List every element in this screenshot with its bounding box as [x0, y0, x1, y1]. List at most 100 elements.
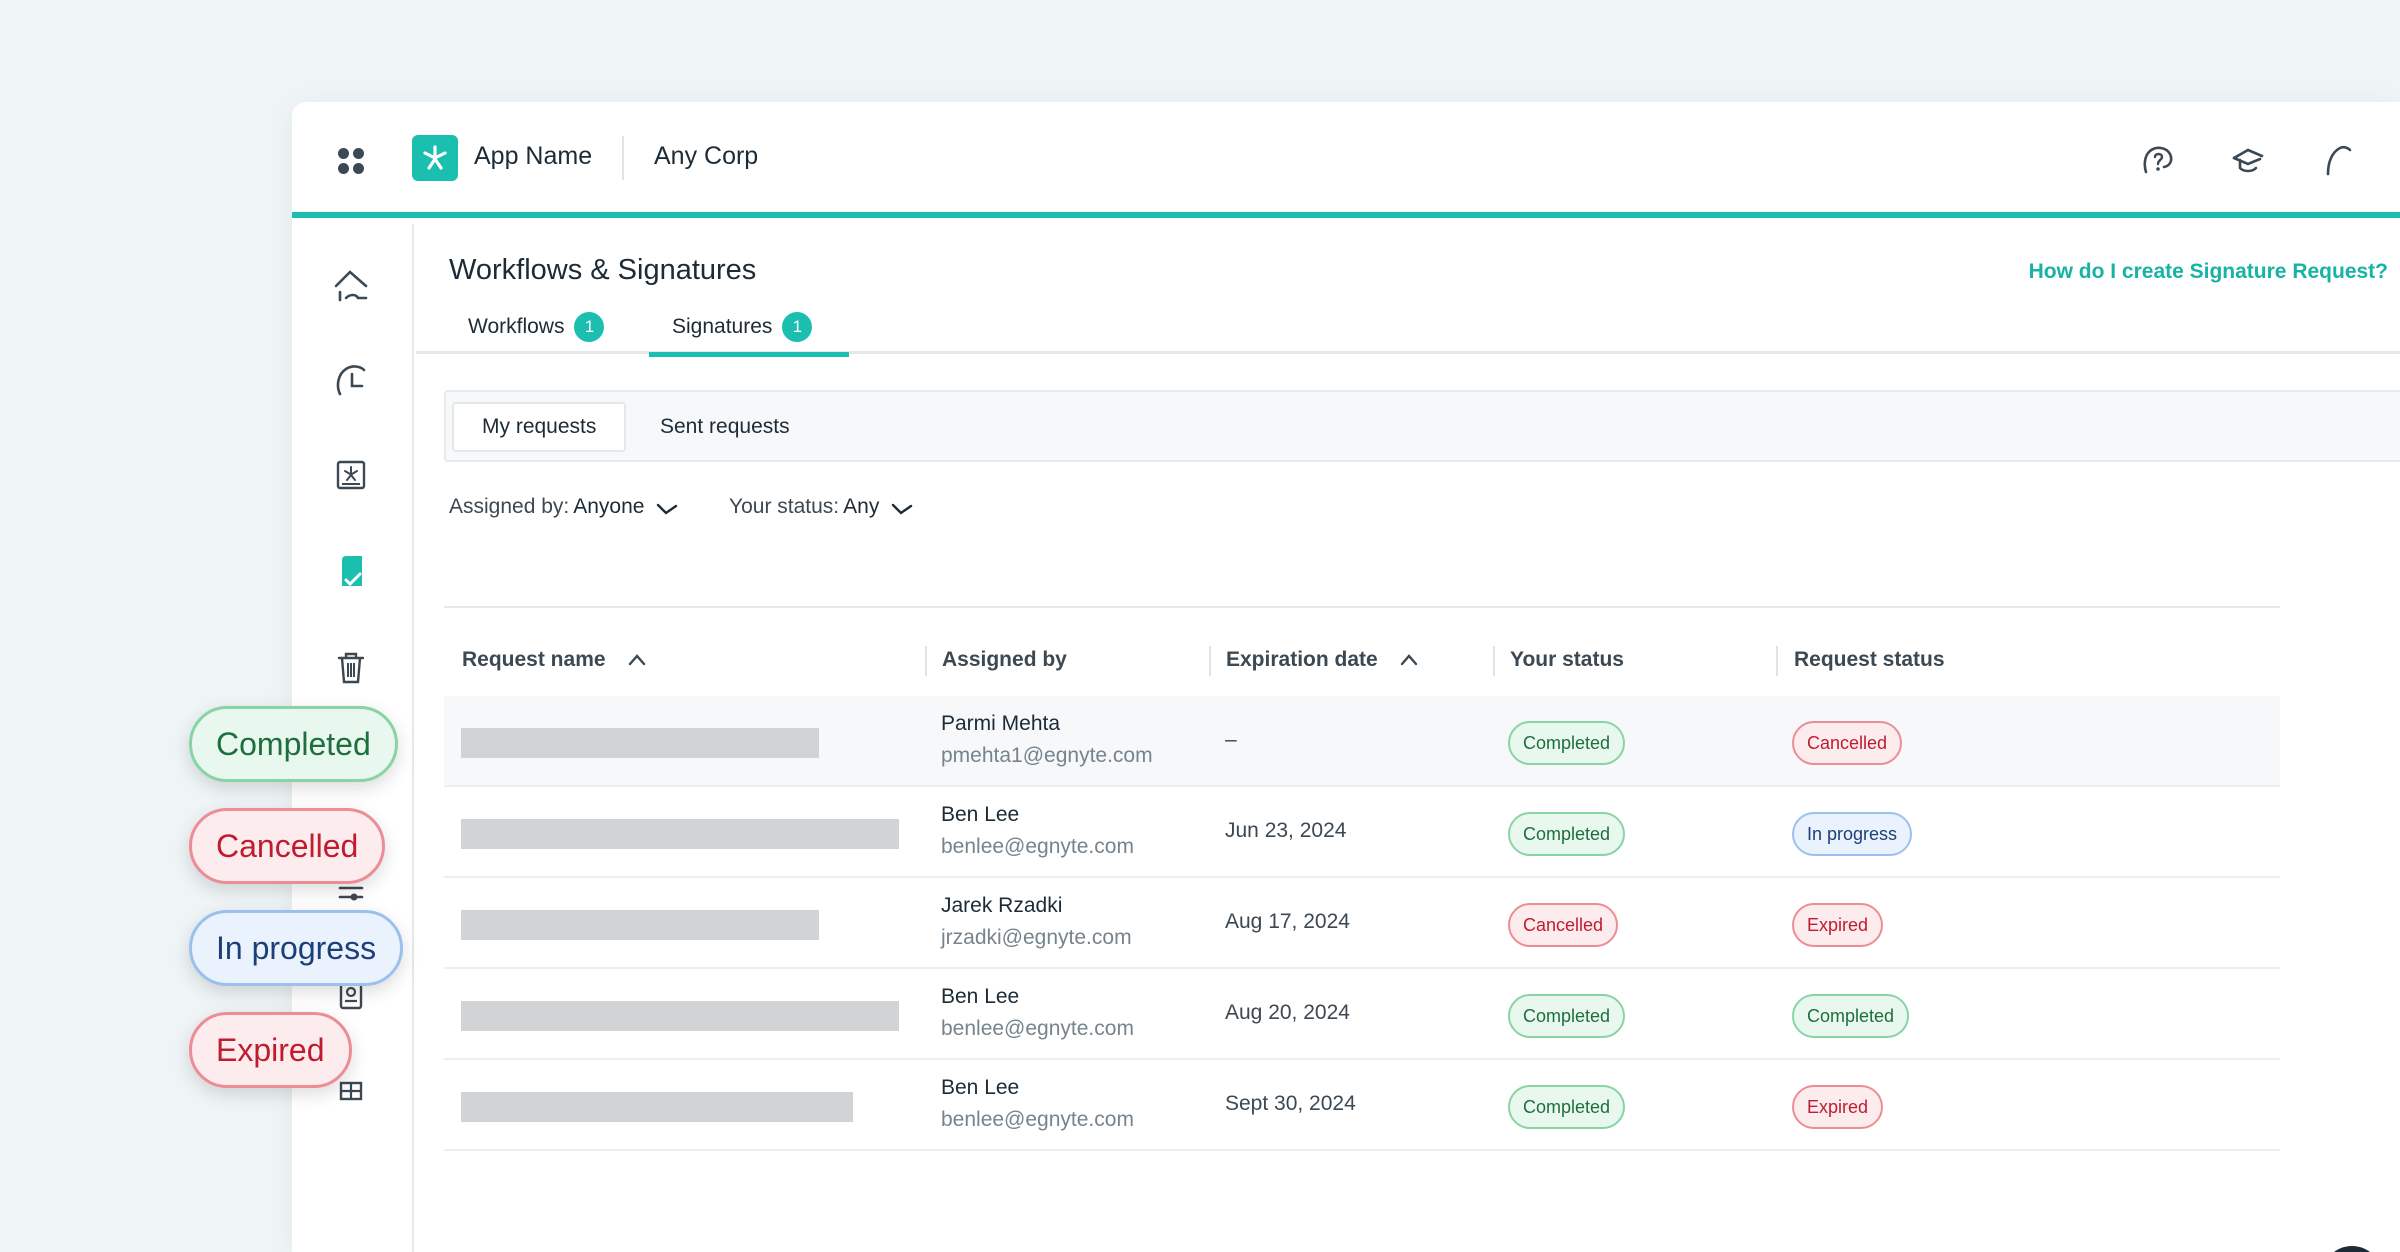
- app-name[interactable]: App Name: [474, 142, 593, 170]
- sort-ascending-icon[interactable]: [1398, 652, 1420, 668]
- tab-label: Workflows: [468, 315, 565, 338]
- corner-decoration: [2322, 1246, 2382, 1252]
- your-status-badge: Cancelled: [1508, 903, 1619, 947]
- help-link[interactable]: How do I create Signature Request?: [2028, 260, 2388, 283]
- legend-badge-in-progress: In progress: [189, 910, 404, 986]
- signatures-icon[interactable]: [332, 552, 370, 590]
- column-label: Your status: [1510, 648, 1624, 671]
- column-divider: [1776, 646, 1778, 676]
- sent-requests-button[interactable]: Sent requests: [660, 415, 790, 438]
- trash-icon[interactable]: [332, 648, 370, 686]
- col-assigned-by[interactable]: Assigned by: [942, 648, 1067, 672]
- home-icon[interactable]: [332, 266, 370, 304]
- legend-badge-completed: Completed: [189, 706, 398, 782]
- profile-icon[interactable]: [2320, 142, 2356, 178]
- col-request-status[interactable]: Request status: [1794, 648, 1945, 672]
- chevron-down-icon: [657, 503, 678, 515]
- your-status-badge: Completed: [1508, 1085, 1626, 1129]
- request-name-placeholder: [461, 728, 819, 758]
- assignee-name: Parmi Mehta: [941, 712, 1061, 735]
- header-divider: [622, 136, 624, 180]
- sort-ascending-icon[interactable]: [626, 652, 648, 668]
- assignee-name: Ben Lee: [941, 1076, 1020, 1099]
- expiration-date: –: [1225, 728, 1237, 751]
- table-row[interactable]: Ben Lee benlee@egnyte.com Sept 30, 2024 …: [444, 1060, 2280, 1151]
- my-requests-button[interactable]: My requests: [452, 402, 627, 452]
- your-status-badge: Completed: [1508, 721, 1626, 765]
- your-status-badge: Completed: [1508, 812, 1626, 856]
- app-logo-icon: [412, 135, 458, 181]
- request-name-placeholder: [461, 819, 899, 849]
- your-status-badge: Completed: [1508, 994, 1626, 1038]
- filter-value: Anyone: [573, 495, 645, 518]
- learn-icon[interactable]: [2230, 142, 2266, 178]
- app-window: App Name Any Corp: [292, 102, 2400, 1252]
- assigned-by-cell: Ben Lee benlee@egnyte.com: [941, 985, 1134, 1041]
- column-divider: [1209, 646, 1211, 676]
- table-row[interactable]: Parmi Mehta pmehta1@egnyte.com – Complet…: [444, 696, 2280, 787]
- legend-badge-cancelled: Cancelled: [189, 808, 386, 884]
- col-your-status[interactable]: Your status: [1510, 648, 1624, 672]
- filter-value: Any: [843, 495, 880, 518]
- assigned-by-cell: Ben Lee benlee@egnyte.com: [941, 803, 1134, 859]
- tab-workflows[interactable]: Workflows 1: [468, 308, 605, 346]
- request-type-toggle: My requests Sent requests: [444, 390, 2400, 462]
- request-status-badge: Expired: [1792, 903, 1884, 947]
- col-request-name[interactable]: Request name: [462, 648, 648, 672]
- sidebar: [292, 224, 414, 1252]
- column-label: Request status: [1794, 648, 1945, 671]
- tab-label: Signatures: [672, 315, 773, 338]
- column-divider: [925, 646, 927, 676]
- table-row[interactable]: Jarek Rzadki jrzadki@egnyte.com Aug 17, …: [444, 878, 2280, 969]
- assigned-by-cell: Ben Lee benlee@egnyte.com: [941, 1076, 1134, 1132]
- col-expiration-date[interactable]: Expiration date: [1226, 648, 1420, 672]
- tab-signatures[interactable]: Signatures 1: [672, 308, 813, 346]
- expiration-date: Jun 23, 2024: [1225, 819, 1347, 842]
- assignee-email: pmehta1@egnyte.com: [941, 744, 1153, 767]
- recent-icon[interactable]: [332, 360, 370, 398]
- expiration-date: Sept 30, 2024: [1225, 1092, 1356, 1115]
- column-label: Expiration date: [1226, 648, 1378, 671]
- expiration-date: Aug 17, 2024: [1225, 910, 1350, 933]
- chevron-down-icon: [892, 503, 913, 515]
- column-label: Assigned by: [942, 648, 1067, 671]
- tab-bar: Workflows 1 Signatures 1: [416, 300, 2400, 357]
- active-tab-indicator: [649, 352, 849, 357]
- count-badge: 1: [782, 312, 813, 342]
- apps-icon[interactable]: [332, 1074, 370, 1112]
- assigned-by-filter[interactable]: Assigned by: Anyone: [449, 492, 684, 522]
- assigned-by-cell: Parmi Mehta pmehta1@egnyte.com: [941, 712, 1153, 768]
- request-status-badge: In progress: [1792, 812, 1913, 856]
- app-launcher-icon[interactable]: [338, 148, 364, 174]
- expiration-date: Aug 20, 2024: [1225, 1001, 1350, 1024]
- assignee-email: benlee@egnyte.com: [941, 1108, 1134, 1131]
- filter-label: Assigned by:: [449, 495, 570, 518]
- files-icon[interactable]: [332, 456, 370, 494]
- filter-label: Your status:: [729, 495, 840, 518]
- top-bar: App Name Any Corp: [292, 102, 2400, 218]
- assignee-name: Ben Lee: [941, 985, 1020, 1008]
- settings-icon[interactable]: [332, 878, 370, 916]
- your-status-filter[interactable]: Your status: Any: [729, 492, 919, 522]
- page-title: Workflows & Signatures: [449, 254, 757, 286]
- legend-badge-expired: Expired: [189, 1012, 352, 1088]
- count-badge: 1: [574, 312, 605, 342]
- assignee-email: benlee@egnyte.com: [941, 1017, 1134, 1040]
- assignee-name: Ben Lee: [941, 803, 1020, 826]
- main-content: Workflows & Signatures How do I create S…: [416, 224, 2400, 1252]
- request-status-badge: Cancelled: [1792, 721, 1903, 765]
- assignee-email: jrzadki@egnyte.com: [941, 926, 1132, 949]
- request-status-badge: Expired: [1792, 1085, 1884, 1129]
- request-name-placeholder: [461, 1092, 853, 1122]
- column-label: Request name: [462, 648, 606, 671]
- assigned-by-cell: Jarek Rzadki jrzadki@egnyte.com: [941, 894, 1132, 950]
- assignee-name: Jarek Rzadki: [941, 894, 1063, 917]
- table-row[interactable]: Ben Lee benlee@egnyte.com Jun 23, 2024 C…: [444, 787, 2280, 878]
- request-name-placeholder: [461, 910, 819, 940]
- request-name-placeholder: [461, 1001, 899, 1031]
- table-row[interactable]: Ben Lee benlee@egnyte.com Aug 20, 2024 C…: [444, 969, 2280, 1060]
- request-status-badge: Completed: [1792, 994, 1910, 1038]
- corp-name[interactable]: Any Corp: [654, 142, 759, 170]
- column-divider: [1493, 646, 1495, 676]
- help-icon[interactable]: [2140, 142, 2176, 178]
